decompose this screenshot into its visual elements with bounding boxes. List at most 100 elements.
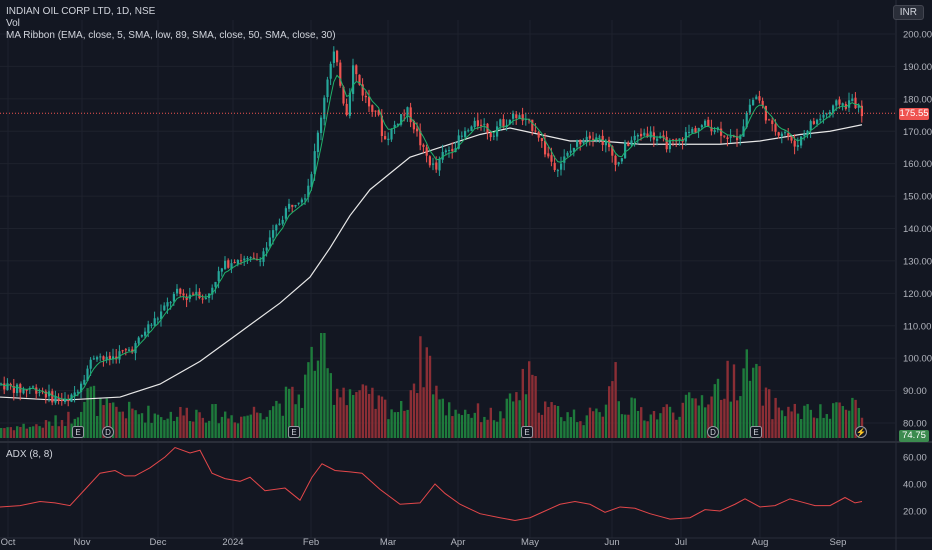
candle-body <box>649 131 652 138</box>
volume-bar <box>272 406 275 438</box>
volume-bar <box>89 386 92 438</box>
volume-bar <box>748 380 752 438</box>
x-tick-label: Sep <box>830 537 847 548</box>
candle-body <box>294 205 297 207</box>
adx-tick-label: 20.00 <box>903 507 927 518</box>
candle-body <box>822 114 825 118</box>
volume-bar <box>35 424 38 438</box>
candle-body <box>44 391 47 398</box>
volume-bar <box>390 409 393 438</box>
x-tick-label: Apr <box>451 537 466 548</box>
volume-bar <box>198 412 201 438</box>
candle-body <box>412 121 415 130</box>
candle-body <box>851 98 854 102</box>
currency-button[interactable]: INR <box>892 5 924 20</box>
volume-bar <box>809 409 812 438</box>
candle-body <box>179 288 182 294</box>
candle-body <box>307 185 310 198</box>
volume-bar <box>819 404 822 438</box>
candle-body <box>92 358 95 360</box>
volume-bar <box>672 412 675 438</box>
adx-line <box>0 446 863 521</box>
candle-body <box>406 107 409 116</box>
candle-body <box>537 132 540 138</box>
candle-body <box>438 158 441 171</box>
volume-bar <box>617 401 620 438</box>
candle-body <box>793 140 796 147</box>
volume-legend: Vol <box>6 18 20 29</box>
candle-body <box>345 103 348 115</box>
flash-event-icon <box>855 426 867 438</box>
candle-body <box>105 356 108 360</box>
volume-bar <box>332 404 336 438</box>
candle-body <box>89 359 92 369</box>
volume-bar <box>595 408 598 438</box>
volume-bar <box>646 421 649 438</box>
candle-body <box>710 127 713 132</box>
candle-body <box>169 302 172 304</box>
candle-body <box>729 136 732 138</box>
candle-body <box>800 136 803 146</box>
volume-bar <box>99 397 102 438</box>
volume-bar <box>64 426 67 438</box>
candle-body <box>480 124 483 126</box>
x-tick-label: Nov <box>74 537 91 548</box>
earnings-event-icon <box>521 426 533 438</box>
candle-body <box>326 79 329 98</box>
volume-bar <box>163 420 166 438</box>
volume-bar <box>665 404 668 438</box>
candle-body <box>409 107 412 123</box>
y-tick-label: 200.00 <box>903 30 932 41</box>
candle-body <box>246 257 249 260</box>
candle-body <box>742 126 745 137</box>
volume-bar <box>662 407 665 438</box>
candle-body <box>291 204 294 207</box>
candle-body <box>275 225 278 231</box>
volume-bar <box>236 423 240 438</box>
candle-body <box>784 132 787 134</box>
candle-body <box>310 174 313 187</box>
volume-bar <box>326 368 329 438</box>
volume-bar <box>745 349 748 438</box>
candle-body <box>432 163 435 165</box>
candle-body <box>598 136 601 138</box>
candle-body <box>342 86 345 104</box>
event-marker-label: D <box>710 428 716 437</box>
candle-body <box>697 127 700 132</box>
volume-bar <box>675 419 678 438</box>
candle-body <box>128 349 131 351</box>
candle-body <box>611 146 614 156</box>
volume-bar <box>432 394 435 438</box>
y-tick-label: 170.00 <box>903 127 932 138</box>
candle-body <box>499 119 502 127</box>
volume-bar <box>512 401 515 438</box>
volume-bar <box>144 422 147 438</box>
volume-bar <box>300 407 304 438</box>
volume-bar <box>780 410 784 438</box>
volume-bar <box>156 414 160 438</box>
candle-body <box>51 391 54 403</box>
volume-bar <box>508 393 512 438</box>
candle-body <box>182 293 185 296</box>
candle-body <box>502 119 505 128</box>
x-tick-label: Dec <box>150 537 167 548</box>
volume-bar <box>345 405 348 438</box>
volume-bar <box>515 392 518 438</box>
candle-body <box>416 128 419 132</box>
event-marker-label: E <box>524 428 529 437</box>
candle-body <box>435 162 438 170</box>
volume-bar <box>377 395 380 438</box>
candle-body <box>396 124 399 126</box>
volume-bar <box>608 386 611 438</box>
candle-body <box>368 96 371 107</box>
candle-body <box>217 271 220 282</box>
y-tick-label: 140.00 <box>903 224 932 235</box>
volume-bar <box>534 376 537 438</box>
candle-body <box>390 129 393 140</box>
candle-body <box>297 202 300 204</box>
volume-bar <box>86 388 89 438</box>
candle-body <box>780 133 783 137</box>
candle-body <box>121 350 124 352</box>
candle-body <box>131 349 134 353</box>
